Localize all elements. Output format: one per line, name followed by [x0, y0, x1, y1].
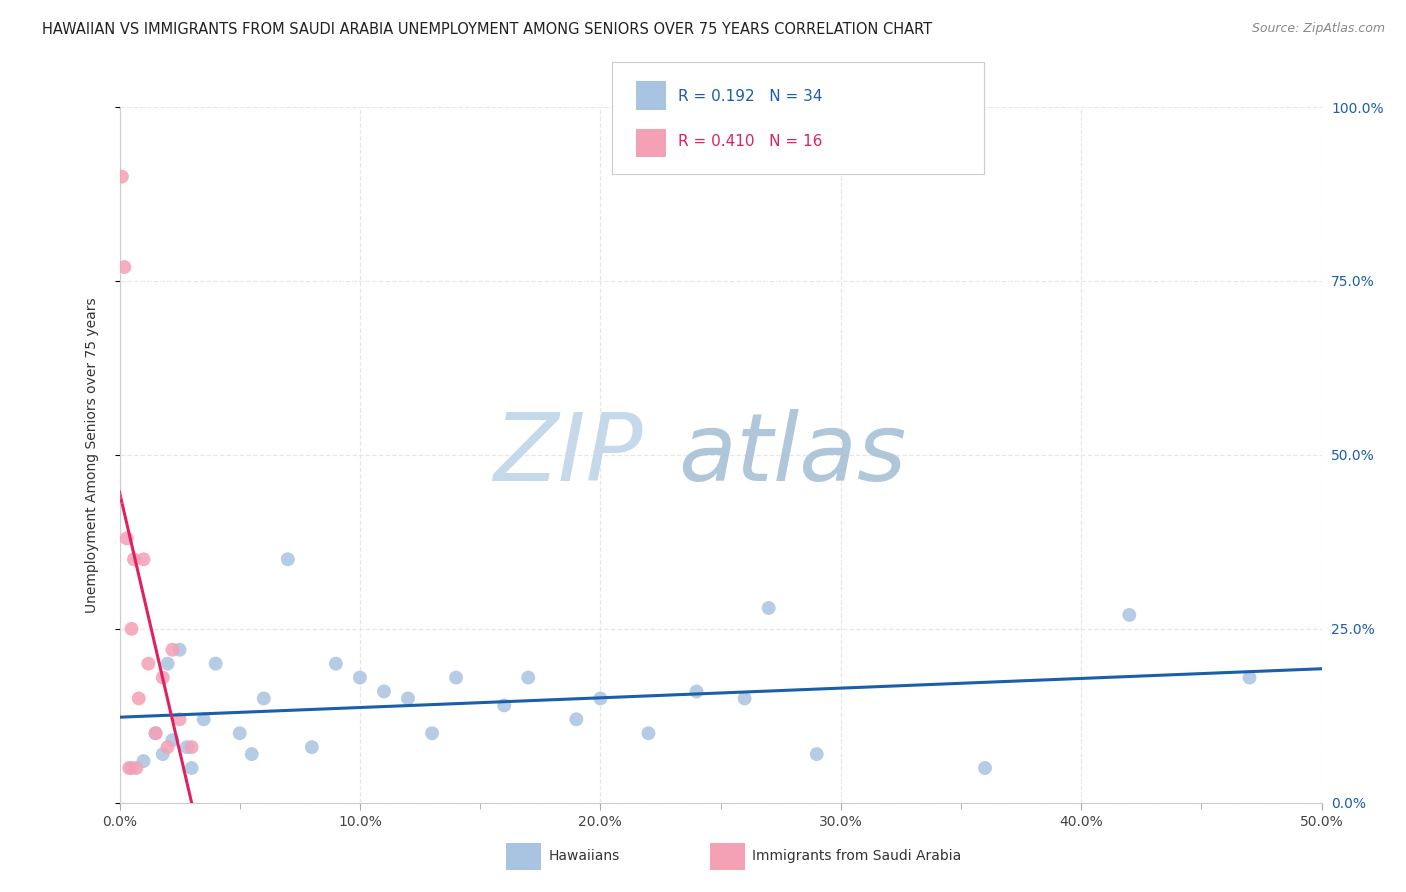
- Point: [637, 726, 659, 740]
- Text: HAWAIIAN VS IMMIGRANTS FROM SAUDI ARABIA UNEMPLOYMENT AMONG SENIORS OVER 75 YEAR: HAWAIIAN VS IMMIGRANTS FROM SAUDI ARABIA…: [42, 22, 932, 37]
- Point: [162, 642, 184, 657]
- Text: R = 0.192   N = 34: R = 0.192 N = 34: [678, 89, 823, 104]
- Point: [121, 761, 143, 775]
- Point: [180, 740, 202, 755]
- Point: [373, 684, 395, 698]
- Point: [301, 740, 323, 755]
- Point: [589, 691, 612, 706]
- Point: [128, 691, 150, 706]
- Text: atlas: atlas: [679, 409, 907, 500]
- Point: [685, 684, 707, 698]
- Text: ZIP: ZIP: [494, 409, 643, 500]
- Point: [121, 622, 143, 636]
- Point: [180, 761, 202, 775]
- Point: [253, 691, 276, 706]
- Point: [758, 601, 780, 615]
- Point: [132, 552, 155, 566]
- Point: [420, 726, 443, 740]
- Point: [162, 733, 184, 747]
- Point: [152, 671, 174, 685]
- Point: [734, 691, 756, 706]
- Point: [325, 657, 347, 671]
- Point: [277, 552, 299, 566]
- Point: [806, 747, 828, 761]
- Point: [115, 532, 138, 546]
- Point: [228, 726, 250, 740]
- Y-axis label: Unemployment Among Seniors over 75 years: Unemployment Among Seniors over 75 years: [84, 297, 98, 613]
- Point: [517, 671, 540, 685]
- Text: Immigrants from Saudi Arabia: Immigrants from Saudi Arabia: [752, 849, 962, 863]
- Point: [125, 761, 148, 775]
- Point: [1118, 607, 1140, 622]
- Point: [145, 726, 167, 740]
- Point: [204, 657, 226, 671]
- Point: [169, 642, 191, 657]
- Point: [145, 726, 167, 740]
- Point: [112, 260, 135, 274]
- Point: [138, 657, 160, 671]
- Point: [396, 691, 419, 706]
- Point: [156, 740, 179, 755]
- Point: [193, 712, 215, 726]
- Point: [169, 712, 191, 726]
- Text: Hawaiians: Hawaiians: [548, 849, 620, 863]
- Point: [444, 671, 467, 685]
- Point: [156, 657, 179, 671]
- Text: R = 0.410   N = 16: R = 0.410 N = 16: [678, 135, 823, 149]
- Point: [118, 761, 141, 775]
- Point: [152, 747, 174, 761]
- Point: [132, 754, 155, 768]
- Point: [974, 761, 997, 775]
- Point: [122, 552, 145, 566]
- Point: [1239, 671, 1261, 685]
- Point: [494, 698, 516, 713]
- Point: [349, 671, 371, 685]
- Point: [240, 747, 263, 761]
- Point: [176, 740, 198, 755]
- Text: Source: ZipAtlas.com: Source: ZipAtlas.com: [1251, 22, 1385, 36]
- Point: [111, 169, 134, 184]
- Point: [565, 712, 588, 726]
